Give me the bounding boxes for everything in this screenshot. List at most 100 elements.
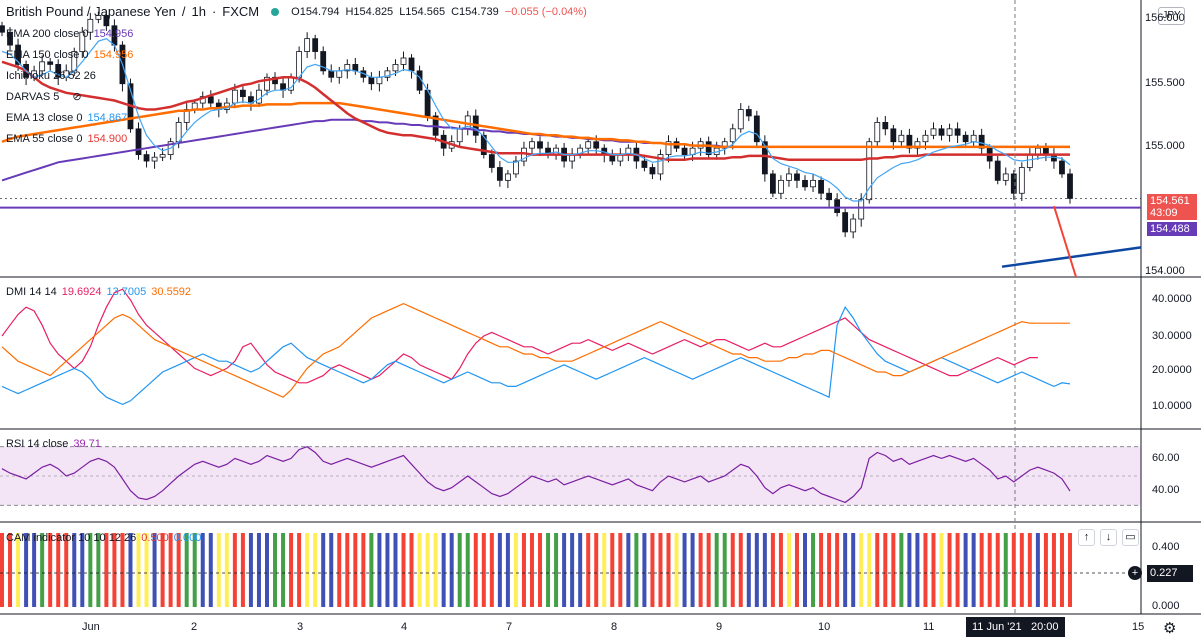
candle-body xyxy=(344,64,351,72)
time-axis-label: Jun xyxy=(82,621,100,633)
cam-bar xyxy=(770,533,775,607)
cam-bar xyxy=(1027,533,1032,607)
legend-item-value: 154.867 xyxy=(87,112,128,124)
cam-bar xyxy=(112,533,117,607)
cam-current-tag: 0.227 xyxy=(1147,565,1193,582)
legend-item[interactable]: EMA 13 close 0 154.867 xyxy=(6,108,133,129)
cam-bar xyxy=(425,533,430,607)
legend-item[interactable]: Ichimoku 26 52 26 xyxy=(6,66,133,87)
candle-body xyxy=(47,61,54,65)
cam-bar xyxy=(835,533,840,607)
candle-body xyxy=(7,31,13,46)
candle-body xyxy=(850,218,857,233)
candle-body xyxy=(159,154,166,158)
cam-bar xyxy=(634,533,639,607)
cam-bar xyxy=(64,533,69,607)
rsi-axis-label: 40.00 xyxy=(1152,484,1180,496)
cam-bar xyxy=(1019,533,1024,607)
cam-bar xyxy=(168,533,173,607)
maximize-pane-button[interactable]: ▭ xyxy=(1122,529,1139,546)
cam-bar xyxy=(995,533,1000,607)
candle-body xyxy=(858,199,865,220)
cam-bar xyxy=(192,533,197,607)
candle-body xyxy=(87,18,94,33)
legend-item-name: EMA 150 close 0 xyxy=(6,49,89,61)
cam-bar xyxy=(457,533,462,607)
candle-body xyxy=(962,134,969,143)
cam-bar xyxy=(682,533,687,607)
candle-body xyxy=(842,212,849,233)
legend-item[interactable]: EMA 200 close 0 154.956 xyxy=(6,24,133,45)
move-down-button[interactable]: ↓ xyxy=(1100,529,1117,546)
gear-icon[interactable]: ⚙ xyxy=(1163,620,1177,637)
cam-bar xyxy=(594,533,599,607)
candle-body xyxy=(496,167,503,181)
cam-bar xyxy=(449,533,454,607)
symbol-name[interactable]: British Pound / Japanese Yen xyxy=(6,4,176,19)
legend-item[interactable]: DARVAS 5 ⊘ xyxy=(6,87,133,108)
rsi-axis-label: 60.00 xyxy=(1152,452,1180,464)
cam-bar xyxy=(264,533,269,607)
candle-body xyxy=(922,134,929,143)
cam-bar xyxy=(843,533,848,607)
cam-bar xyxy=(104,533,109,607)
cam-bar xyxy=(152,533,157,607)
candle-body xyxy=(761,141,768,175)
rsi-line xyxy=(1,446,1071,504)
dmi-axis-label: 40.0000 xyxy=(1152,293,1192,305)
ema13-line xyxy=(1,38,1071,202)
candle-body xyxy=(898,134,905,143)
legend-item[interactable]: EMA 55 close 0 154.900 xyxy=(6,129,133,150)
cam-bar xyxy=(8,533,13,607)
candle-body xyxy=(408,57,415,72)
cam-bar xyxy=(240,533,245,607)
cam-bar xyxy=(931,533,936,607)
candle-body xyxy=(95,15,102,20)
cam-bar xyxy=(489,533,494,607)
cam-bar xyxy=(273,533,278,607)
move-up-button[interactable]: ↑ xyxy=(1078,529,1095,546)
cam-bar xyxy=(433,533,438,607)
time-axis-label: 7 xyxy=(506,621,513,633)
currency-button[interactable]: JPY xyxy=(1158,7,1185,25)
candle-body xyxy=(954,128,961,136)
cam-bar xyxy=(1068,533,1072,607)
cam-bar xyxy=(72,533,77,607)
dmi-axis-label: 30.0000 xyxy=(1152,330,1192,342)
cam-bar xyxy=(0,533,4,607)
cam-bar xyxy=(305,533,310,607)
cam-bar xyxy=(923,533,928,607)
cam-bar xyxy=(658,533,663,607)
cam-bar xyxy=(56,533,61,607)
cam-bar xyxy=(176,533,181,607)
candle-body xyxy=(207,96,214,104)
candle-body xyxy=(890,128,897,143)
cam-bar xyxy=(313,533,318,607)
candle-body xyxy=(79,31,86,52)
candle-body xyxy=(513,160,519,175)
candle-body xyxy=(328,70,335,78)
candle-body xyxy=(729,128,736,143)
market-status-icon xyxy=(271,7,280,16)
candle-body xyxy=(504,173,511,181)
cam-bar xyxy=(248,533,253,607)
cam-bar xyxy=(1003,533,1008,607)
candle-body xyxy=(810,179,816,188)
cursor-date-label: 11 Jun '21 xyxy=(966,617,1028,637)
candle-body xyxy=(994,160,1001,181)
legend-item[interactable]: EMA 150 close 0 154.956 xyxy=(6,45,133,66)
cam-bar xyxy=(867,533,872,607)
candle-body xyxy=(970,134,977,143)
projection-line xyxy=(1053,205,1077,278)
candle-body xyxy=(1067,173,1073,199)
eye-off-icon[interactable]: ⊘ xyxy=(72,91,82,103)
cam-bar xyxy=(513,533,518,607)
time-axis-label: 9 xyxy=(716,621,723,633)
cam-bar xyxy=(794,533,799,607)
candle-body xyxy=(930,128,937,136)
interval-label[interactable]: 1h xyxy=(191,4,206,19)
cam-bar xyxy=(24,533,29,607)
add-alert-icon[interactable]: + xyxy=(1128,566,1142,580)
candle-body xyxy=(914,141,921,149)
